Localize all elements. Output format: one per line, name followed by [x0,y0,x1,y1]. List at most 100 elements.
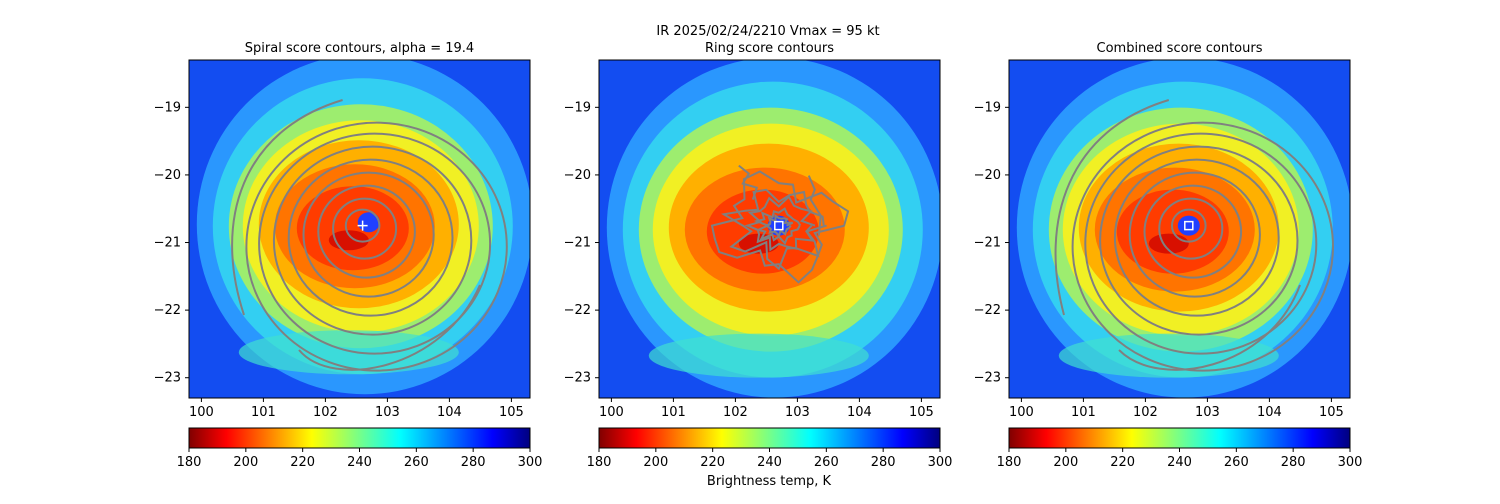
colorbar-tick-label: 200 [233,455,258,470]
contour-ring [1084,132,1318,355]
contour-ring [1171,208,1207,243]
colorbar-tick-label: 280 [871,455,896,470]
panel-title: Spiral score contours, alpha = 19.4 [245,41,474,56]
spiral-arm [1054,99,1170,316]
x-tick-label: 100 [189,405,214,420]
colorbar-tick-label: 220 [1110,455,1135,470]
contour-ring [245,121,508,372]
x-tick-label: 103 [1195,405,1220,420]
spiral-arm [298,284,481,371]
x-tick-label: 101 [251,405,276,420]
y-tick-label: −19 [154,100,181,115]
y-tick-label: −19 [564,100,591,115]
x-tick-label: 104 [1257,405,1282,420]
x-tick-label: 105 [909,405,934,420]
x-tick-label: 102 [313,405,338,420]
spiral-arm [231,99,343,316]
colorbar-gradient [1008,427,1351,449]
contour-ring [1113,158,1280,317]
contour-ring [317,184,416,279]
colorbar-tick-label: 200 [1053,455,1078,470]
colorbar-tick-label: 200 [643,455,668,470]
y-tick-label: −21 [564,236,591,251]
y-tick-label: −20 [974,168,1001,183]
x-tick-label: 105 [499,405,524,420]
contour-ring [1071,121,1335,372]
colorbar-tick-label: 240 [757,455,782,470]
y-tick-label: −21 [974,236,1001,251]
contour-ring [1143,184,1243,279]
spiral-arm [1118,284,1301,371]
colorbar-tick-label: 240 [1167,455,1192,470]
colorbar-gradient [598,427,941,449]
x-tick-label: 104 [437,405,462,420]
axes-frame [598,59,941,399]
center-marker [774,220,784,231]
colorbar-tick-label: 240 [347,455,372,470]
eye [1177,215,1200,236]
colorbar-gradient [188,427,531,449]
panel-3: Combined score contours 100 101 102 103 104 10… [974,41,1363,470]
x-tick-label: 104 [847,405,872,420]
contour-ring [344,208,381,243]
contours [710,164,850,284]
contours [1054,99,1335,372]
colorbar-tick-label: 260 [404,455,429,470]
x-tick-label: 102 [723,405,748,420]
contour-ring [302,171,435,298]
y-tick-label: −22 [154,303,181,318]
colorbar-tick-label: 280 [1281,455,1306,470]
center-marker [1184,220,1194,231]
panel-2: Ring score contours 100 101 102 103 104 105 −19… [564,41,953,470]
axes-frame [188,59,531,399]
x-tick-label: 105 [1319,405,1344,420]
center-marker [357,220,368,231]
contour-ring [332,197,398,260]
contour-ring [272,145,473,336]
colorbar-tick-label: 300 [928,455,953,470]
colorbar: 180 200 220 240 260 280 300 [997,427,1363,470]
contour-ring [1099,145,1299,336]
panel-title: Ring score contours [705,41,834,56]
y-tick-label: −22 [564,303,591,318]
contour-fragment [807,175,822,236]
panel-title: Combined score contours [1097,41,1263,56]
contour-fragment [738,164,759,200]
x-tick-label: 100 [1009,405,1034,420]
panel-1: Spiral score contours, alpha = 19.4 100 10… [154,41,543,470]
colorbar-tick-label: 260 [1224,455,1249,470]
axes-frame [1008,59,1351,399]
colorbar: 180 200 220 240 260 280 300 [177,427,543,470]
x-tick-label: 101 [1071,405,1096,420]
colorbar-tick-label: 220 [290,455,315,470]
contour-ring [1128,171,1261,298]
contour-ring [753,207,802,245]
contour-ring [720,188,827,271]
colorbar-tick-label: 180 [587,455,612,470]
y-tick-label: −20 [154,168,181,183]
contour-ring [710,170,850,284]
colorbar-tick-label: 300 [518,455,543,470]
figure-suptitle: IR 2025/02/24/2210 Vmax = 95 kt [656,24,879,39]
y-tick-label: −23 [974,371,1001,386]
contours [231,99,508,372]
colorbar-tick-label: 220 [700,455,725,470]
y-tick-label: −22 [974,303,1001,318]
colorbar-label: Brightness temp, K [707,474,832,489]
x-tick-label: 103 [375,405,400,420]
x-tick-label: 100 [599,405,624,420]
contour-ring [1158,197,1224,260]
contour-ring [258,132,492,355]
x-tick-label: 103 [785,405,810,420]
y-tick-label: −23 [564,371,591,386]
y-tick-label: −19 [974,100,1001,115]
colorbar-tick-label: 300 [1338,455,1363,470]
y-tick-label: −21 [154,236,181,251]
x-tick-label: 102 [1133,405,1158,420]
x-tick-label: 101 [661,405,686,420]
colorbar-tick-label: 260 [814,455,839,470]
panels: Spiral score contours, alpha = 19.4 100 10… [154,41,1363,470]
contour-ring [287,158,454,317]
colorbar-tick-label: 280 [461,455,486,470]
